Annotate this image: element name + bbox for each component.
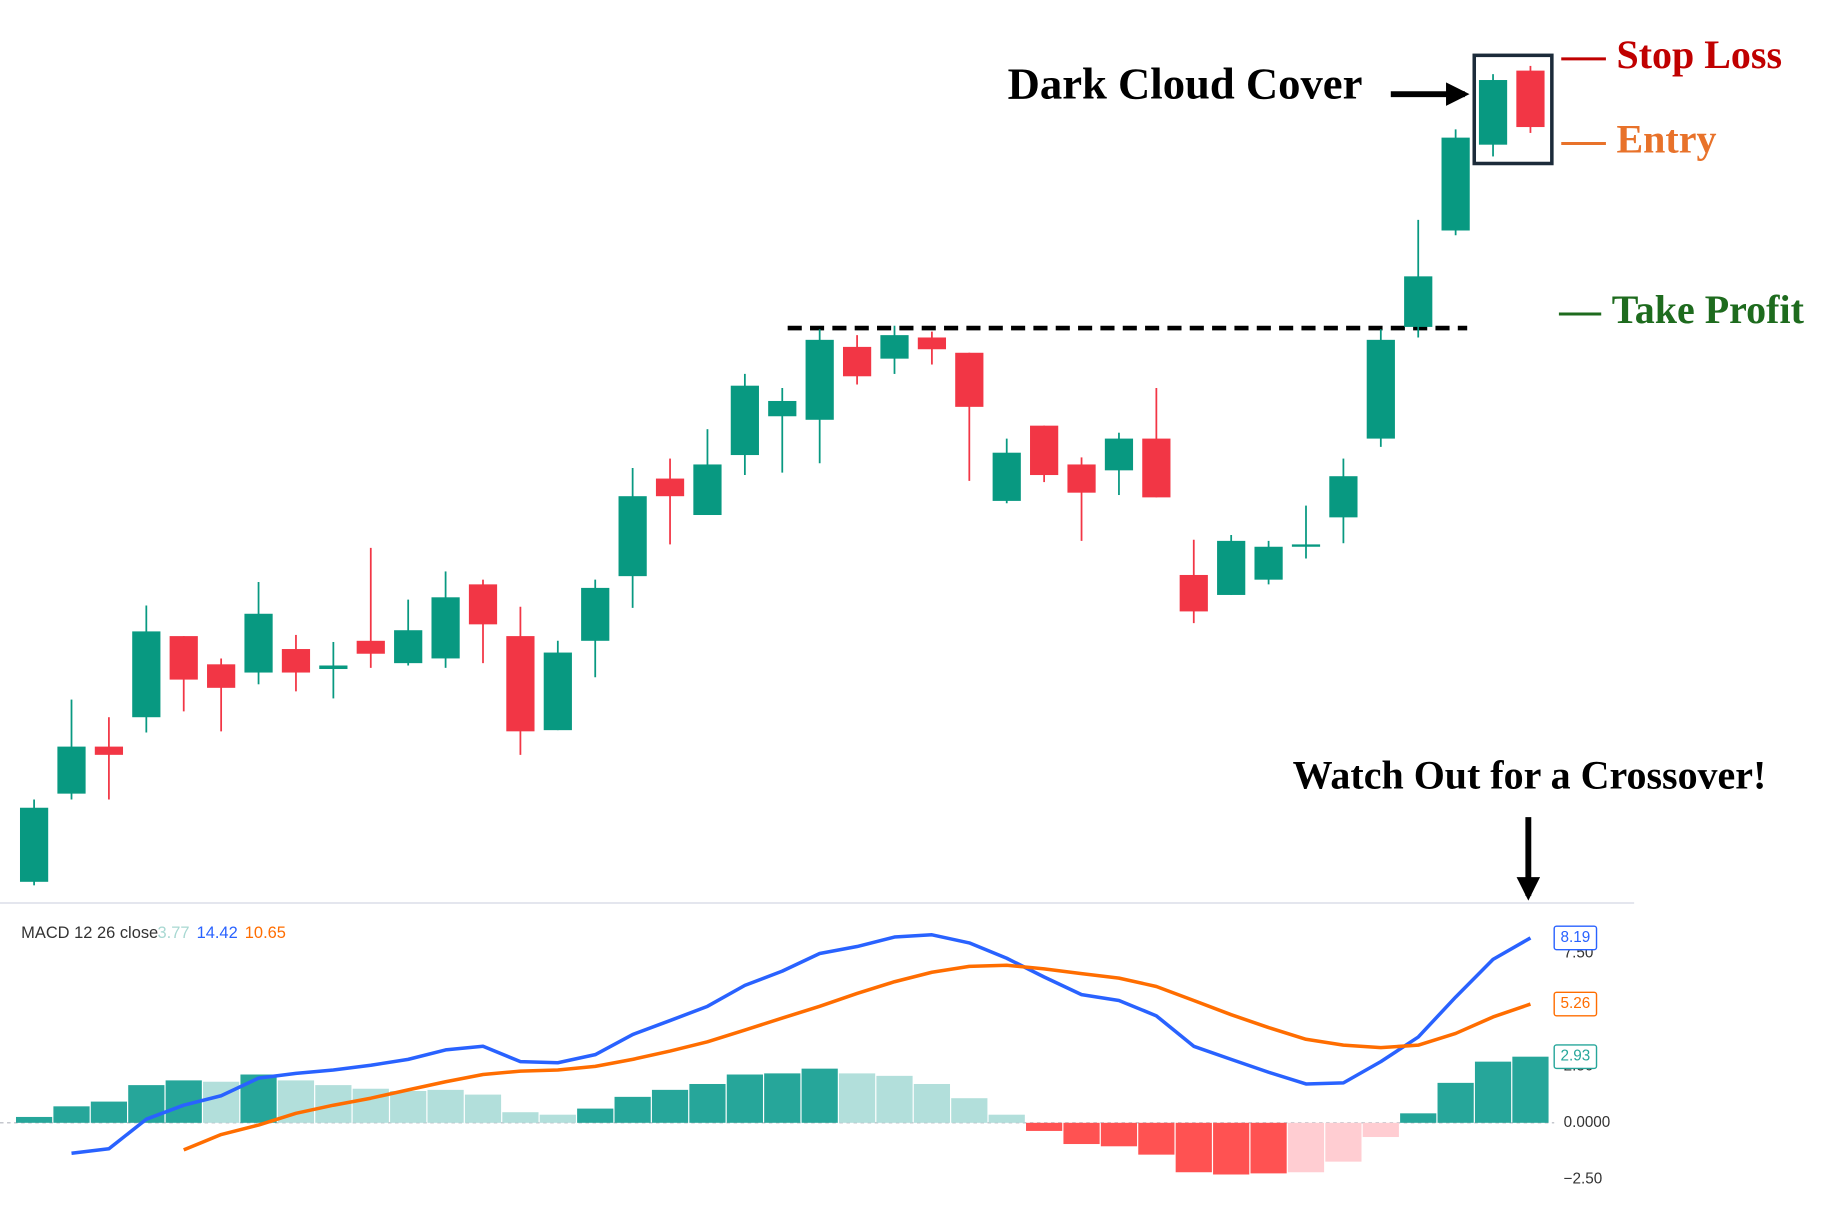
histogram-bar bbox=[1362, 1122, 1399, 1138]
histogram-bar bbox=[689, 1083, 726, 1123]
histogram-bar bbox=[128, 1085, 165, 1123]
candle-body bbox=[693, 464, 722, 516]
histogram-bar bbox=[651, 1089, 689, 1123]
histogram-bar bbox=[838, 1073, 876, 1123]
candle-body bbox=[19, 807, 49, 882]
histogram-bar bbox=[1138, 1122, 1175, 1155]
histogram-value-tag: 2.93 bbox=[1560, 1048, 1590, 1065]
macd-line bbox=[71, 933, 1532, 1156]
histogram-bar bbox=[1512, 1056, 1549, 1123]
stop-loss-label: Stop Loss bbox=[1617, 32, 1783, 77]
candle-body bbox=[1516, 70, 1545, 128]
candle-body bbox=[132, 631, 161, 718]
histogram-bar bbox=[1325, 1122, 1362, 1162]
histogram-bar bbox=[1026, 1122, 1063, 1131]
candle-body bbox=[917, 337, 947, 350]
candle-body bbox=[1254, 546, 1283, 580]
candle-body bbox=[94, 746, 124, 755]
histogram-bar bbox=[1287, 1122, 1325, 1173]
legend-value: 3.77 bbox=[158, 924, 190, 942]
candle-body bbox=[768, 400, 797, 417]
histogram-bar bbox=[464, 1094, 502, 1123]
histogram-bar bbox=[876, 1075, 913, 1123]
candle-body bbox=[1441, 137, 1470, 231]
candle-body bbox=[244, 613, 273, 673]
macd-line bbox=[183, 963, 1532, 1152]
histogram-bar bbox=[913, 1083, 951, 1123]
histogram-bar bbox=[1250, 1122, 1287, 1174]
histogram-bar bbox=[1474, 1061, 1512, 1123]
candle-body bbox=[57, 746, 86, 794]
candle-body bbox=[431, 597, 460, 659]
histogram-bar bbox=[951, 1098, 988, 1123]
histogram-bar bbox=[1175, 1122, 1212, 1173]
histogram-bar bbox=[726, 1074, 763, 1123]
line-value-tag: 5.26 bbox=[1560, 995, 1590, 1012]
candle-body bbox=[730, 385, 759, 456]
histogram-bar bbox=[801, 1068, 838, 1123]
histogram-bar bbox=[502, 1112, 539, 1123]
candle-body bbox=[618, 496, 647, 577]
candle-body bbox=[880, 335, 909, 359]
histogram-bar bbox=[1437, 1082, 1474, 1123]
candle-body bbox=[1104, 438, 1134, 471]
crossover-label: Watch Out for a Crossover! bbox=[1293, 753, 1767, 798]
candle-body bbox=[581, 587, 610, 641]
legend-value: 14.42 bbox=[197, 924, 238, 942]
indicator-legend: MACD 12 26 close bbox=[21, 924, 158, 942]
line-value-tag-box bbox=[1553, 991, 1598, 1017]
histogram-value-tag-box bbox=[1553, 1044, 1598, 1070]
candle-body bbox=[992, 452, 1021, 501]
histogram-bar bbox=[577, 1108, 614, 1123]
candle-body bbox=[1217, 540, 1246, 595]
candle-body bbox=[1329, 476, 1358, 518]
candle-body bbox=[506, 636, 535, 732]
histogram-bar bbox=[1063, 1122, 1100, 1145]
line-value-tag: 8.19 bbox=[1560, 929, 1590, 946]
pattern-label: Dark Cloud Cover bbox=[1008, 59, 1363, 109]
line-value-tag-box bbox=[1553, 925, 1598, 951]
legend-value: 10.65 bbox=[245, 924, 286, 942]
candle-body bbox=[1030, 425, 1059, 476]
candle-body bbox=[805, 339, 834, 420]
candle-body bbox=[655, 478, 685, 497]
histogram-bar bbox=[15, 1116, 53, 1123]
histogram-bar bbox=[90, 1101, 128, 1123]
candle-body bbox=[319, 665, 348, 670]
candle-body bbox=[169, 636, 198, 680]
histogram-bar bbox=[1400, 1113, 1437, 1123]
y-tick-label: 0.0000 bbox=[1564, 1114, 1611, 1131]
histogram-bar bbox=[427, 1089, 464, 1123]
histogram-bar bbox=[53, 1106, 90, 1123]
candle-body bbox=[1067, 464, 1096, 493]
candle-body bbox=[1179, 574, 1208, 612]
take-profit-label: Take Profit bbox=[1612, 287, 1805, 332]
candle-body bbox=[1291, 544, 1321, 547]
candle-body bbox=[955, 352, 984, 407]
candle-body bbox=[1478, 80, 1508, 145]
candle-body bbox=[394, 630, 423, 664]
y-tick-label: −2.50 bbox=[1564, 1170, 1603, 1187]
candle-body bbox=[281, 649, 311, 673]
entry-label: Entry bbox=[1617, 117, 1717, 162]
histogram-bar bbox=[1100, 1122, 1138, 1147]
histogram-bar bbox=[764, 1073, 801, 1123]
candle-body bbox=[1366, 339, 1395, 439]
histogram-bar bbox=[390, 1090, 427, 1123]
histogram-bar bbox=[240, 1074, 277, 1123]
candle-body bbox=[356, 640, 385, 654]
candle-body bbox=[207, 664, 236, 688]
candle-body bbox=[1404, 276, 1433, 327]
histogram-bar bbox=[539, 1114, 576, 1123]
pattern-box bbox=[1472, 53, 1554, 166]
candle-body bbox=[543, 652, 572, 731]
histogram-bar bbox=[614, 1096, 651, 1123]
histogram-bar bbox=[1213, 1122, 1250, 1175]
candle-body bbox=[1142, 438, 1171, 498]
histogram-bar bbox=[988, 1114, 1025, 1123]
candle-body bbox=[842, 346, 872, 377]
candle-body bbox=[468, 584, 498, 625]
